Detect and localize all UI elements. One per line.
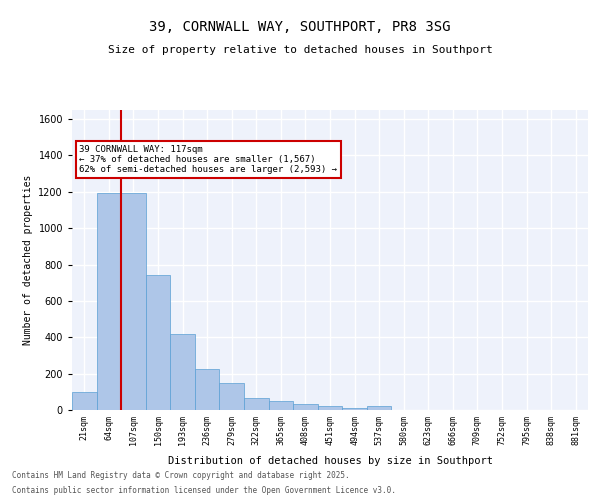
Bar: [367, 406, 391, 410]
Text: 39 CORNWALL WAY: 117sqm
← 37% of detached houses are smaller (1,567)
62% of semi: 39 CORNWALL WAY: 117sqm ← 37% of detache…: [79, 144, 337, 174]
Bar: [293, 404, 318, 410]
Y-axis label: Number of detached properties: Number of detached properties: [23, 175, 33, 345]
Bar: [170, 334, 195, 410]
Bar: [244, 398, 269, 410]
Text: 39, CORNWALL WAY, SOUTHPORT, PR8 3SG: 39, CORNWALL WAY, SOUTHPORT, PR8 3SG: [149, 20, 451, 34]
Text: Size of property relative to detached houses in Southport: Size of property relative to detached ho…: [107, 45, 493, 55]
Bar: [97, 192, 121, 410]
Bar: [146, 276, 170, 410]
Bar: [318, 406, 342, 410]
Text: Contains HM Land Registry data © Crown copyright and database right 2025.: Contains HM Land Registry data © Crown c…: [12, 471, 350, 480]
Bar: [121, 192, 146, 410]
Bar: [269, 401, 293, 410]
Text: Contains public sector information licensed under the Open Government Licence v3: Contains public sector information licen…: [12, 486, 396, 495]
Bar: [72, 392, 97, 410]
Bar: [195, 369, 220, 410]
Bar: [220, 382, 244, 410]
X-axis label: Distribution of detached houses by size in Southport: Distribution of detached houses by size …: [167, 456, 493, 466]
Bar: [342, 408, 367, 410]
